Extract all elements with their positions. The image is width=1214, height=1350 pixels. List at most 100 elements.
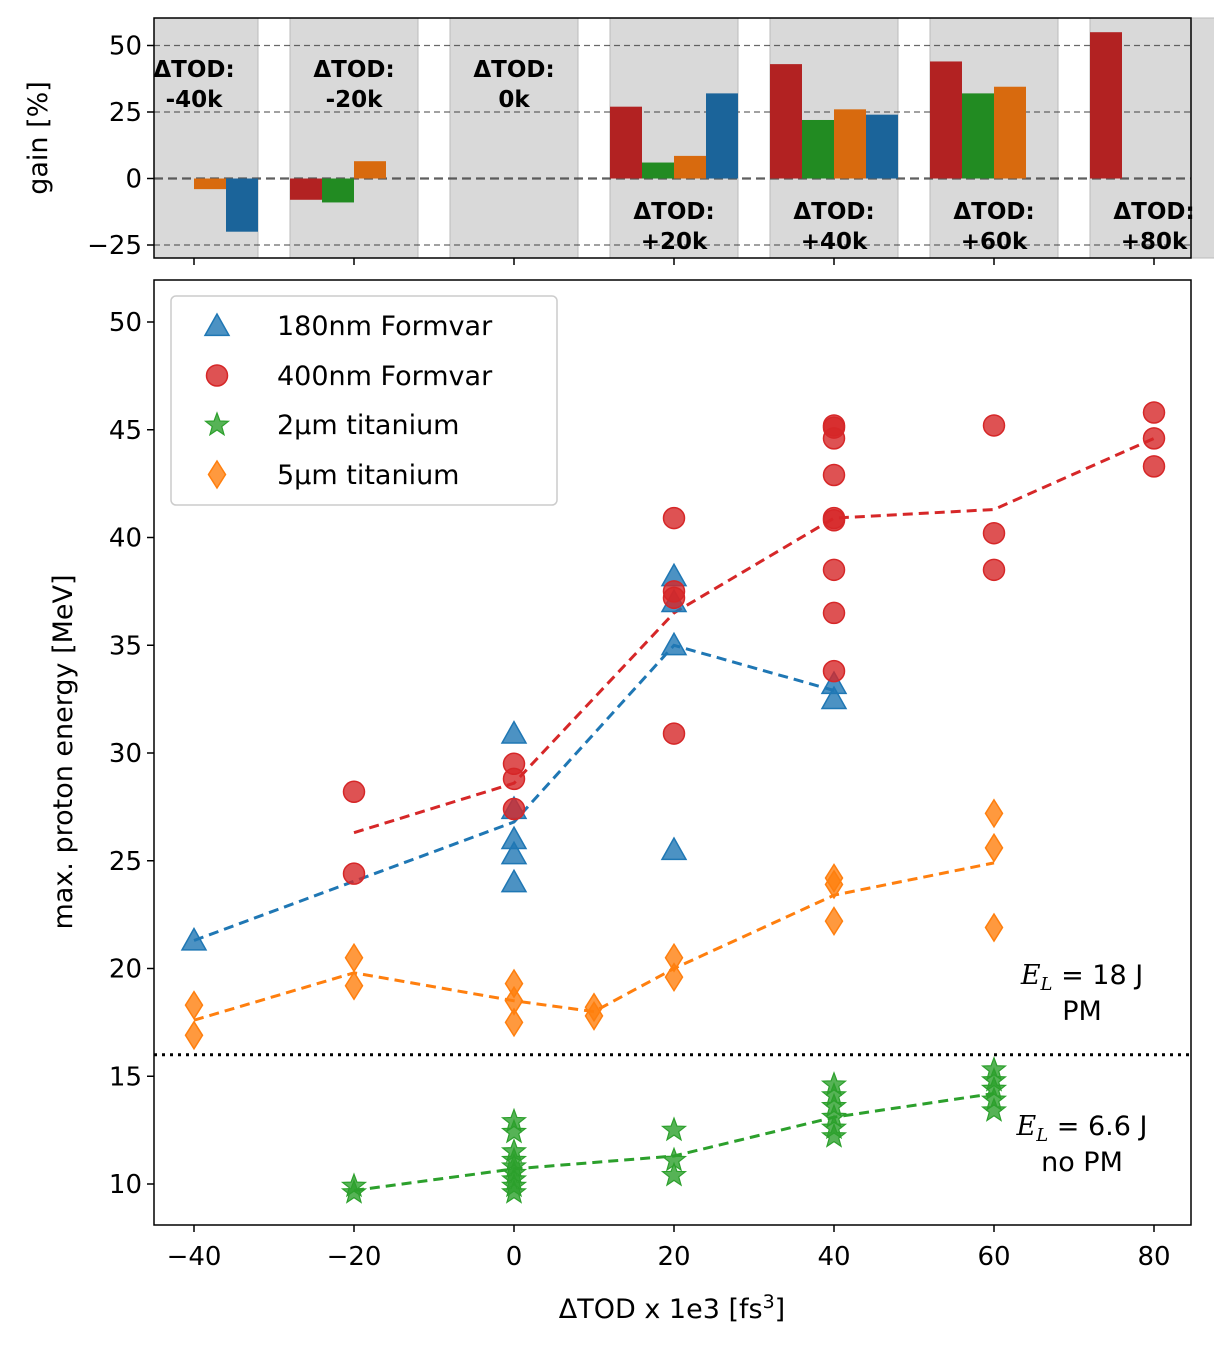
trend-line-180nm-formvar: [193, 643, 835, 942]
legend-marker-180nm-formvar: [203, 312, 231, 337]
annotation-nopm-math: E: [1016, 1111, 1037, 1142]
data-point-2um-titanium: [500, 1178, 528, 1204]
data-point-5um-titanium: [504, 1007, 524, 1038]
data-point-5um-titanium: [984, 912, 1004, 943]
energy-ytick-label-10: 10: [109, 1170, 142, 1200]
gain-bar-400nm-formvar-+20k: [610, 106, 642, 179]
trend-line-400nm-formvar: [353, 437, 1155, 835]
gain-group-label-0k-line2: 0k: [498, 87, 530, 113]
data-point-400nm-formvar: [822, 601, 846, 625]
energy-xtick-label--20: −20: [327, 1242, 382, 1272]
data-point-180nm-formvar: [660, 631, 688, 656]
data-point-400nm-formvar: [982, 558, 1006, 582]
gain-y-axis-label: gain [%]: [23, 81, 54, 195]
data-point-400nm-formvar: [982, 521, 1006, 545]
gain-bar-chart: ΔTOD: -40k ΔTOD: -20k ΔTOD: 0k ΔTOD: +20k ΔTOD: +…: [23, 17, 1214, 265]
gain-bar-5um-titanium--20k: [354, 161, 386, 179]
data-point-400nm-formvar: [982, 414, 1006, 437]
gain-group-label-+60k-line2: +60k: [961, 229, 1028, 255]
legend-label-180nm-formvar: 180nm Formvar: [277, 311, 493, 342]
gain-bar-2um-titanium-+40k: [802, 119, 834, 179]
legend-label-400nm-formvar: 400nm Formvar: [277, 361, 493, 392]
gain-group-label-0k-line1: ΔTOD:: [473, 57, 554, 83]
annotation-pm-math: E: [1020, 960, 1041, 991]
data-point-5um-titanium: [184, 1020, 204, 1051]
data-point-5um-titanium: [984, 798, 1004, 829]
energy-ytick-label-20: 20: [109, 955, 142, 985]
legend-marker-2um-titanium: [203, 411, 231, 437]
gain-ytick-label--25: −25: [87, 231, 142, 261]
data-point-5um-titanium: [344, 970, 364, 1001]
x-axis-label-superscript: 3: [763, 1291, 775, 1313]
energy-xtick-label-60: 60: [977, 1242, 1010, 1272]
data-point-5um-titanium: [344, 942, 364, 973]
gain-group-label--40k-line2: -40k: [166, 87, 224, 113]
gain-group-label-+80k-line1: ΔTOD:: [1113, 199, 1194, 225]
legend-marker-400nm-formvar: [205, 364, 229, 387]
gain-ytick-label-50: 50: [109, 32, 142, 62]
legend-label-2um-titanium: 2µm titanium: [277, 410, 460, 441]
gain-bar-400nm-formvar-+40k: [770, 64, 802, 179]
data-point-2um-titanium: [660, 1116, 688, 1142]
data-point-5um-titanium: [984, 832, 1004, 863]
gain-group-label-+40k-line2: +40k: [801, 229, 868, 255]
energy-xtick-label-80: 80: [1137, 1242, 1170, 1272]
energy-ytick-label-25: 25: [109, 847, 142, 877]
gain-bar-5um-titanium-+20k: [674, 155, 706, 179]
data-point-400nm-formvar: [822, 463, 846, 487]
energy-xtick-label-40: 40: [817, 1242, 850, 1272]
legend-frame: [170, 295, 558, 506]
data-point-400nm-formvar: [502, 797, 526, 821]
energy-ytick-label-40: 40: [109, 524, 142, 554]
data-point-180nm-formvar: [180, 926, 208, 951]
gain-group-label-+20k-line2: +20k: [641, 229, 708, 255]
energy-ytick-label-15: 15: [109, 1062, 142, 1092]
annotation-no-pm-line2: no PM: [1041, 1147, 1123, 1178]
data-point-2um-titanium: [980, 1097, 1008, 1122]
x-axis-label-main: ΔTOD x 1e3 [fs: [559, 1294, 763, 1325]
gain-bar-400nm-formvar-+60k: [930, 61, 962, 179]
annotation-pm: EL = 18 J PM: [1020, 960, 1143, 1027]
data-point-5um-titanium: [824, 869, 844, 900]
energy-xtick-label--40: −40: [167, 1242, 222, 1272]
annotation-pm-subscript: L: [1040, 974, 1053, 995]
energy-xtick-label-0: 0: [506, 1242, 523, 1272]
energy-y-axis-label: max. proton energy [MeV]: [48, 574, 79, 929]
gain-group-bg--20k: [289, 17, 419, 259]
energy-ytick-label-50: 50: [109, 308, 142, 338]
data-point-400nm-formvar: [342, 780, 366, 804]
gain-group-label-+20k-line1: ΔTOD:: [633, 199, 714, 225]
gain-bar-400nm-formvar--20k: [290, 178, 322, 200]
legend-marker-5um-titanium: [207, 459, 227, 490]
legend: 180nm Formvar 400nm Formvar 2µm titanium…: [170, 295, 558, 506]
data-point-5um-titanium: [584, 1001, 604, 1031]
data-point-5um-titanium: [184, 990, 204, 1021]
data-point-400nm-formvar: [1142, 455, 1166, 478]
data-point-400nm-formvar: [662, 722, 686, 745]
gain-bar-180nm-formvar--40k: [226, 178, 258, 232]
gain-group-label--20k-line1: ΔTOD:: [313, 57, 394, 83]
svg-text:EL = 18 J: EL = 18 J: [1020, 960, 1143, 995]
annotation-nopm-value: = 6.6 J: [1048, 1111, 1147, 1142]
data-point-180nm-formvar: [820, 685, 848, 710]
data-point-2um-titanium: [340, 1178, 368, 1204]
data-point-400nm-formvar: [662, 586, 686, 610]
data-point-2um-titanium: [820, 1122, 848, 1148]
gain-group-bg-0k: [449, 17, 579, 259]
annotation-nopm-subscript: L: [1035, 1125, 1048, 1146]
gain-bar-5um-titanium-+60k: [994, 86, 1026, 179]
annotation-no-pm: EL = 6.6 J no PM: [1016, 1111, 1148, 1178]
data-point-5um-titanium: [664, 962, 684, 993]
gain-bar-180nm-formvar-+20k: [706, 93, 738, 179]
data-point-400nm-formvar: [1142, 427, 1166, 450]
gain-bar-5um-titanium--40k: [194, 178, 226, 190]
energy-ytick-label-30: 30: [109, 739, 142, 769]
energy-xtick-label-20: 20: [657, 1242, 690, 1272]
gain-bar-180nm-formvar-+40k: [866, 114, 898, 179]
data-point-400nm-formvar: [822, 509, 846, 532]
gain-bar-5um-titanium-+40k: [834, 109, 866, 179]
annotation-pm-value: = 18 J: [1052, 960, 1143, 991]
energy-ytick-label-35: 35: [109, 631, 142, 661]
data-point-180nm-formvar: [500, 840, 528, 865]
